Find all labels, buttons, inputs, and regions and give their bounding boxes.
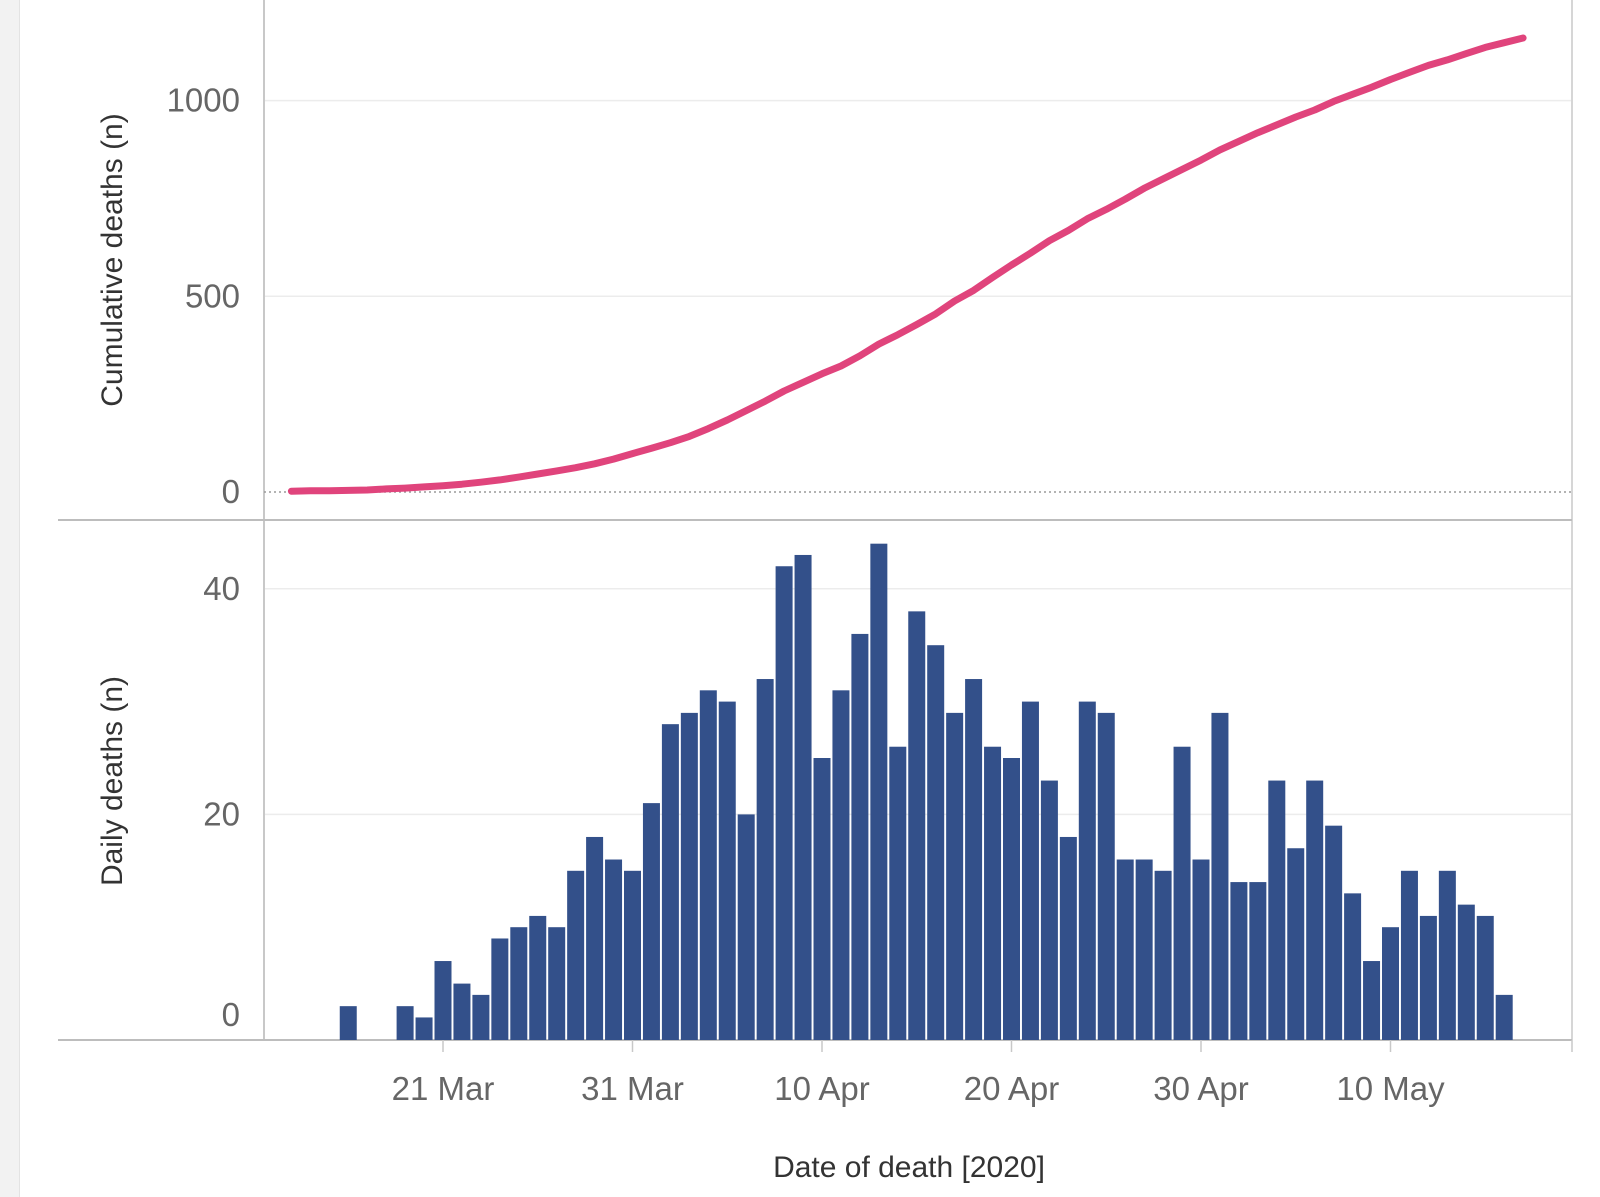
daily-bar — [1382, 927, 1399, 1040]
daily-bar — [1400, 870, 1418, 1040]
daily-bar — [1325, 825, 1343, 1040]
x-axis-title: Date of death [2020] — [773, 1151, 1045, 1184]
daily-bar — [453, 983, 471, 1040]
daily-bar — [491, 938, 509, 1040]
daily-bar — [699, 690, 717, 1040]
daily-bar — [567, 870, 585, 1040]
daily-bar — [1419, 915, 1437, 1040]
top-y-tick-label: 500 — [185, 277, 240, 314]
daily-bar — [794, 554, 812, 1040]
bottom-y-axis-title: Daily deaths (n) — [96, 676, 129, 886]
daily-bar — [1268, 780, 1286, 1040]
daily-bar — [965, 679, 983, 1040]
x-tick-label: 10 May — [1336, 1070, 1445, 1107]
daily-bar — [908, 611, 926, 1040]
daily-bar — [1457, 904, 1475, 1040]
daily-bar — [851, 633, 869, 1040]
x-tick-label: 21 Mar — [392, 1070, 495, 1107]
daily-bar — [434, 961, 452, 1040]
daily-bar — [1476, 915, 1494, 1040]
daily-bar — [1059, 836, 1077, 1040]
daily-bar — [946, 712, 964, 1040]
bottom-y-tick-label: 40 — [203, 570, 240, 607]
daily-bar — [1078, 701, 1096, 1040]
bottom-y-tick-label: 20 — [203, 795, 240, 832]
daily-bars — [339, 543, 1513, 1040]
daily-bar — [1135, 859, 1153, 1040]
daily-bar — [1097, 712, 1115, 1040]
daily-bar — [339, 1006, 357, 1040]
daily-bar — [813, 758, 831, 1040]
daily-bar — [775, 566, 793, 1040]
daily-bar — [1287, 848, 1305, 1040]
daily-bar — [1116, 859, 1134, 1040]
window-edge-strip — [0, 0, 20, 1197]
bottom-y-tick-label: 0 — [222, 996, 240, 1033]
x-tick-label: 30 Apr — [1153, 1070, 1248, 1107]
tick-labels: 0 500 1000 0 20 40 21 Mar 31 Mar 10 Apr 20 Apr 30 … — [167, 82, 1573, 1107]
daily-bar — [1306, 780, 1324, 1040]
daily-bar — [889, 746, 907, 1040]
daily-bar — [870, 543, 888, 1040]
daily-bar — [1495, 994, 1513, 1040]
daily-bar — [586, 836, 604, 1040]
daily-bar — [756, 679, 774, 1040]
daily-bar — [1230, 882, 1248, 1040]
top-y-tick-label: 0 — [222, 473, 240, 510]
cumulative-line — [287, 34, 1527, 495]
daily-bar — [680, 712, 698, 1040]
daily-bar — [1003, 758, 1020, 1040]
daily-bar — [1344, 893, 1362, 1040]
daily-bar — [510, 927, 528, 1040]
daily-bar — [737, 814, 755, 1040]
daily-bar — [1021, 701, 1039, 1040]
daily-bar — [624, 870, 641, 1040]
daily-bar — [396, 1006, 414, 1040]
daily-bar — [1363, 961, 1381, 1040]
daily-bar — [472, 994, 490, 1040]
daily-bar — [1173, 746, 1191, 1040]
top-y-tick-label: 1000 — [167, 82, 240, 119]
daily-bar — [529, 915, 547, 1040]
daily-bar — [1249, 882, 1267, 1040]
daily-bar — [1040, 780, 1058, 1040]
daily-bar — [548, 927, 566, 1040]
daily-bar — [927, 645, 945, 1040]
daily-bar — [1211, 712, 1229, 1040]
daily-bar — [661, 724, 679, 1040]
x-tick-label: 20 Apr — [964, 1070, 1059, 1107]
daily-bar — [642, 803, 660, 1040]
daily-bar — [984, 746, 1002, 1040]
x-tick-label: 10 Apr — [774, 1070, 869, 1107]
daily-bar — [415, 1017, 433, 1040]
daily-bar — [1192, 859, 1210, 1040]
daily-bar — [1438, 870, 1456, 1040]
daily-bar — [1154, 870, 1172, 1040]
x-tick-label: 31 Mar — [581, 1070, 684, 1107]
daily-bar — [718, 701, 736, 1040]
top-y-axis-title: Cumulative deaths (n) — [96, 113, 129, 406]
daily-bar — [605, 859, 623, 1040]
daily-bar — [832, 690, 850, 1040]
